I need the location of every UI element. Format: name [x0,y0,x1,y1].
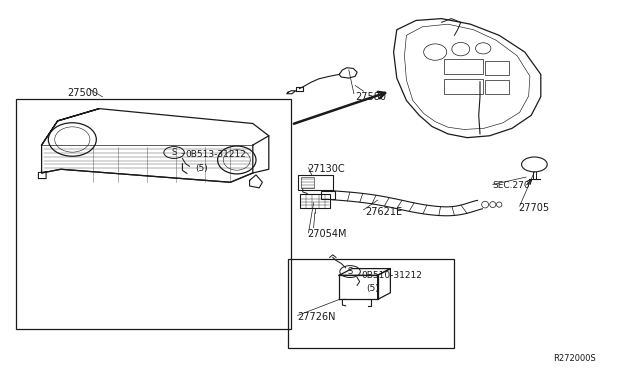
Text: 27726N: 27726N [298,312,336,322]
Bar [288,259,454,348]
Bar [16,99,291,329]
Text: R272000S: R272000S [554,355,596,363]
Text: S: S [348,267,353,276]
Bar [301,177,314,188]
Bar [444,59,483,74]
Text: 27054M: 27054M [307,230,347,239]
Text: 27621E: 27621E [365,207,402,217]
Text: 0B510-31212: 0B510-31212 [362,271,422,280]
Bar [485,80,509,94]
Bar [298,175,333,190]
Text: S: S [172,148,177,157]
Text: 27580: 27580 [355,92,386,102]
Text: 27130C: 27130C [307,164,345,174]
Text: SEC.270: SEC.270 [493,182,531,190]
Bar [300,194,330,208]
Bar [321,191,335,199]
Text: (5): (5) [195,164,208,173]
Text: (5): (5) [366,284,379,293]
Text: 0B513-31212: 0B513-31212 [186,150,246,159]
Text: 27500: 27500 [67,88,98,98]
Bar [444,79,483,94]
Bar [485,61,509,75]
Text: 27705: 27705 [518,203,550,213]
